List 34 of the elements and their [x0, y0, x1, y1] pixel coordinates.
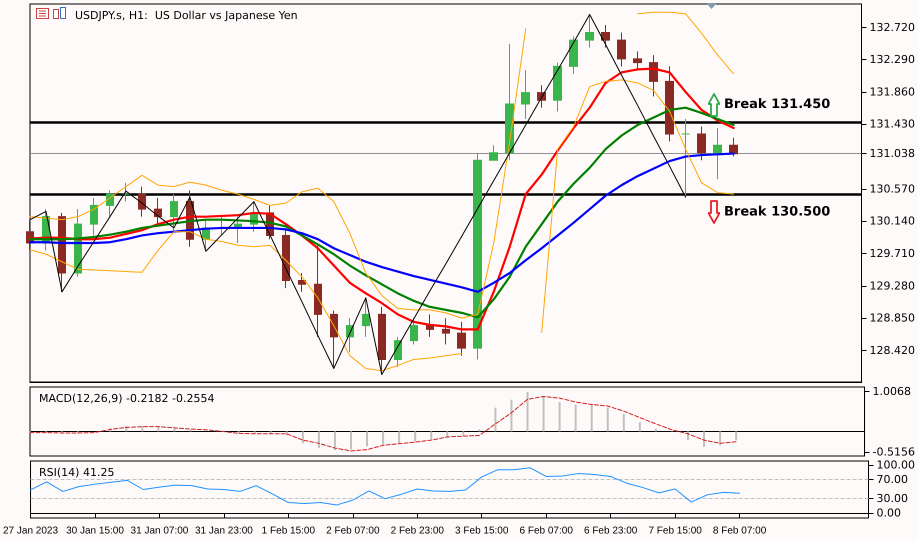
x-tick-label: 7 Feb 15:00	[648, 526, 702, 536]
ref-line-label: Break 131.450	[724, 97, 830, 112]
x-tick-label: 6 Feb 23:00	[584, 526, 638, 536]
y-tick-label: 0.00	[876, 506, 902, 520]
y-tick-label: 128.850	[870, 312, 916, 325]
y-tick-label: 128.420	[870, 344, 916, 357]
y-tick-label: 131.860	[870, 85, 916, 98]
x-tick-label: 1 Feb 15:00	[262, 526, 316, 536]
x-tick-label: 2 Feb 07:00	[326, 526, 380, 536]
x-tick-label: 31 Jan 23:00	[194, 526, 254, 536]
x-tick-label: 31 Jan 07:00	[130, 526, 189, 536]
text: RSI(14) 41.25	[39, 466, 114, 479]
y-tick-label: 131.430	[870, 118, 916, 131]
x-tick-label: 27 Jan 2023	[2, 526, 58, 536]
y-tick-label: 130.140	[870, 214, 916, 228]
y-tick-label: 129.710	[870, 246, 916, 260]
text: USDJPY.s, H1: US Dollar vs Japanese Yen	[75, 9, 298, 22]
text: MACD(12,26,9) -0.2182 -0.2554	[39, 392, 214, 405]
y-tick-label: 100.00	[876, 458, 916, 472]
y-tick-label: -0.5156	[872, 445, 916, 458]
y-tick-label: 130.570	[870, 182, 916, 196]
y-tick-label: 1.0068	[872, 384, 912, 398]
x-tick-label: 2 Feb 23:00	[390, 526, 444, 536]
x-tick-label: 3 Feb 15:00	[455, 526, 509, 536]
y-tick-label: 30.00	[876, 492, 908, 506]
x-tick-label: 6 Feb 07:00	[520, 526, 574, 536]
y-tick-label: 132.720	[870, 20, 916, 34]
y-tick-label: 131.038	[870, 147, 916, 160]
x-tick-label: 8 Feb 07:00	[712, 526, 767, 536]
y-tick-label: 129.280	[870, 279, 916, 292]
y-tick-label: 132.290	[870, 53, 916, 66]
y-tick-label: 70.00	[876, 472, 908, 486]
ref-line-label: Break 130.500	[724, 204, 830, 220]
x-tick-label: 30 Jan 15:00	[66, 526, 124, 536]
